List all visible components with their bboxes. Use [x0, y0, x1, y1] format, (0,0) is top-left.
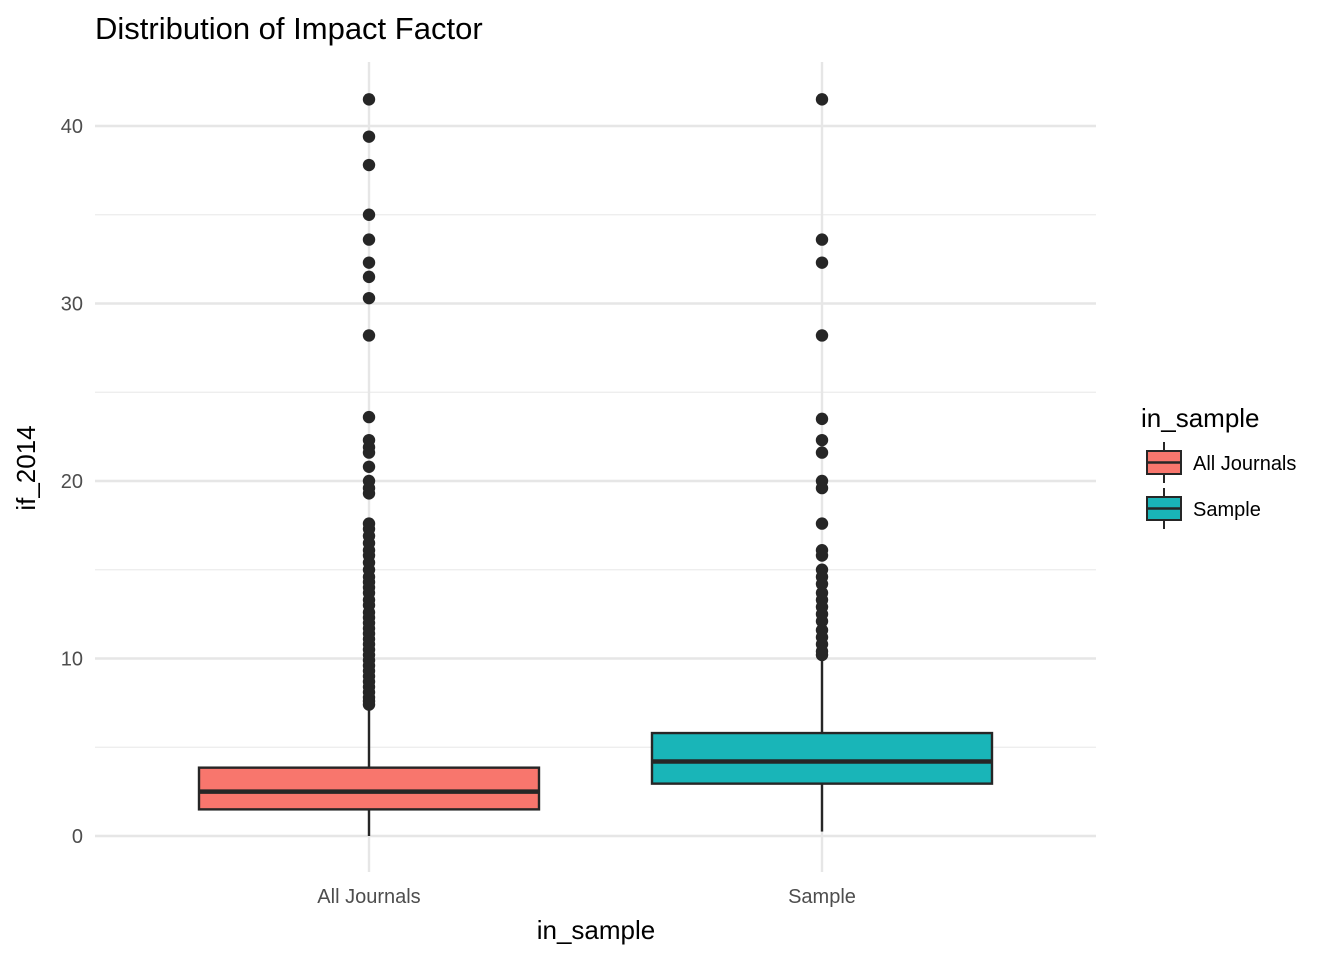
boxes [197, 93, 994, 836]
outlier-point [362, 208, 376, 221]
x-tick-label: Sample [788, 886, 856, 908]
outlier-point [815, 577, 829, 591]
outlier-point [362, 130, 376, 143]
x-axis-title: in_sample [537, 915, 656, 945]
outlier-point [815, 93, 829, 106]
y-tick-label: 30 [61, 294, 83, 316]
outlier-point [362, 487, 376, 500]
y-tick-label: 0 [72, 826, 83, 848]
outlier-point [815, 648, 829, 662]
box-sample [650, 93, 994, 832]
outlier-point [815, 233, 829, 246]
outlier-point [362, 291, 376, 305]
outlier-point [815, 517, 829, 530]
outlier-point [362, 233, 376, 246]
legend-label: All Journals [1193, 453, 1296, 475]
outlier-point [815, 481, 829, 495]
outlier-point [362, 256, 376, 269]
legend-label: Sample [1193, 499, 1261, 521]
outlier-point [362, 410, 376, 424]
chart-title: Distribution of Impact Factor [95, 11, 483, 46]
outlier-point [362, 270, 376, 284]
box-body [650, 731, 994, 785]
outlier-point [362, 460, 376, 473]
outlier-point [815, 549, 829, 562]
outlier-point [815, 256, 829, 269]
outlier-point [815, 329, 829, 342]
box-body [197, 766, 541, 811]
outlier-point [815, 615, 829, 628]
outlier-point [362, 158, 376, 172]
y-tick-label: 40 [61, 116, 83, 138]
legend: in_sample All Journals Sample [1141, 403, 1296, 529]
y-axis-title: if_2014 [11, 425, 41, 510]
outlier-point [362, 93, 376, 106]
outlier-point [362, 329, 376, 342]
x-axis-ticks: All Journals Sample [317, 886, 856, 908]
outlier-point [362, 698, 376, 711]
legend-item: Sample [1146, 488, 1261, 529]
legend-title: in_sample [1141, 403, 1260, 433]
box-all-journals [197, 93, 541, 836]
outlier-point [815, 446, 829, 459]
x-tick-label: All Journals [317, 886, 420, 908]
legend-item: All Journals [1146, 442, 1296, 483]
y-tick-label: 10 [61, 649, 83, 671]
outlier-point [815, 412, 829, 426]
y-axis-ticks: 0 10 20 30 40 [61, 116, 83, 848]
outlier-point [815, 433, 829, 447]
outlier-point [362, 446, 376, 459]
y-tick-label: 20 [61, 471, 83, 493]
